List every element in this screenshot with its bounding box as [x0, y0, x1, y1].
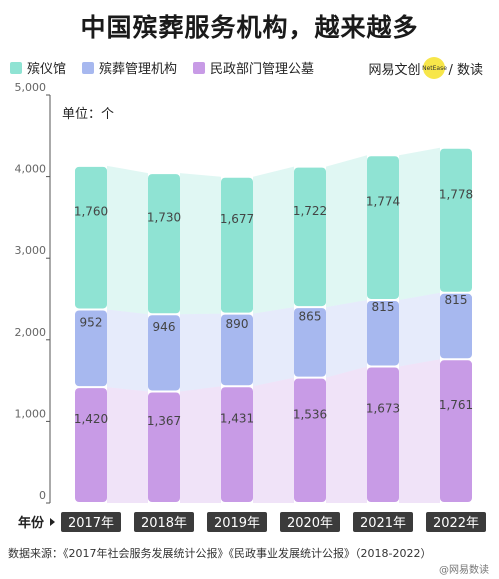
unit-label: 单位：个: [62, 107, 114, 122]
connector-band: [180, 313, 221, 392]
x-axis-label: 年份: [18, 515, 45, 531]
category-tag-bg: [207, 512, 267, 532]
connector-band: [253, 166, 294, 314]
connector-band: [107, 165, 148, 315]
x-tick-label: 2017年: [68, 516, 114, 531]
bar-segment: [221, 387, 253, 502]
legend-swatch-funeral-home: [10, 61, 22, 74]
connector-band: [326, 366, 367, 503]
connector-band: [107, 387, 148, 503]
connector-band: [399, 147, 440, 300]
y-tick-label: 3,000: [15, 244, 47, 257]
data-label: 946: [153, 320, 176, 334]
legend-swatch-management: [82, 61, 95, 74]
legend-item-cemetery: 民政部门管理公墓: [193, 58, 314, 77]
data-label: 1,774: [366, 195, 400, 209]
bar-segment: [75, 310, 107, 387]
brand-right: / 数读: [448, 62, 483, 78]
connector-band: [253, 307, 294, 387]
x-tick-label: 2019年: [214, 516, 260, 531]
category-tag-bg: [426, 512, 486, 532]
data-label: 815: [372, 300, 395, 314]
data-label: 1,420: [74, 412, 108, 426]
bar-segment: [148, 392, 180, 502]
data-label: 1,536: [293, 407, 327, 421]
bar-segment: [440, 148, 472, 292]
chart-title: 中国殡葬服务机构，越来越多: [80, 13, 419, 42]
bar-segment: [148, 174, 180, 314]
data-label: 952: [80, 315, 103, 329]
data-label: 1,722: [293, 204, 327, 218]
data-label: 815: [445, 293, 468, 307]
data-label: 890: [226, 317, 249, 331]
bar-segment: [75, 166, 107, 309]
bar-segment: [221, 177, 253, 313]
bar-segment: [294, 167, 326, 307]
bar-segment: [367, 367, 399, 502]
bar-segment: [294, 378, 326, 502]
bar-segment: [148, 315, 180, 391]
x-tick-label: 2020年: [287, 516, 333, 531]
data-source: 数据来源：《2017年社会服务发展统计公报》《民政事业发展统计公报》（2018-…: [8, 547, 432, 560]
brand-left: 网易文创: [368, 62, 421, 78]
category-tag-bg: [353, 512, 413, 532]
data-label: 1,760: [74, 205, 108, 219]
legend-item-management: 殡葬管理机构: [82, 58, 177, 77]
x-tick-label: 2022年: [433, 516, 479, 531]
brand-badge-icon: NetEase: [422, 57, 447, 79]
y-tick-label: 4,000: [15, 163, 47, 176]
bar-segment: [440, 360, 472, 502]
connector-band: [180, 173, 221, 315]
data-label: 1,431: [220, 412, 254, 426]
data-label: 1,673: [366, 402, 400, 416]
connector-band: [107, 309, 148, 392]
legend-swatch-cemetery: [193, 61, 206, 74]
legend-label-cemetery: 民政部门管理公墓: [210, 62, 315, 77]
category-tag-bg: [61, 512, 121, 532]
connector-band: [399, 359, 440, 503]
connector-band: [253, 377, 294, 503]
brand-logo: 网易文创 NetEase / 数读: [368, 57, 483, 79]
bar-segment: [367, 300, 399, 366]
y-tick-label: 2,000: [15, 326, 47, 339]
x-tick-label: 2021年: [360, 516, 406, 531]
stacked-bar-chart: 0 1,000 2,000 3,000 4,000 5,000 单位：个 1,420 952 1,…: [15, 81, 486, 532]
legend-item-funeral-home: 殡仪馆: [10, 58, 66, 77]
category-tag-bg: [280, 512, 340, 532]
watermark: @网易数读: [439, 565, 489, 576]
y-tick-label: 0: [39, 489, 46, 502]
bar-segment: [75, 388, 107, 502]
data-label: 1,761: [439, 398, 473, 412]
data-label: 1,677: [220, 212, 254, 226]
legend-label-management: 殡葬管理机构: [99, 62, 178, 77]
data-label: 1,778: [439, 187, 473, 201]
data-label: 865: [299, 309, 322, 323]
data-label: 1,730: [147, 211, 181, 225]
bar-segment: [294, 308, 326, 377]
connector-band: [326, 299, 367, 378]
connector-band: [326, 155, 367, 308]
bar-segment: [221, 314, 253, 386]
y-tick-label: 5,000: [15, 81, 47, 94]
connector-band: [399, 292, 440, 367]
legend: 殡仪馆 殡葬管理机构 民政部门管理公墓: [10, 58, 330, 77]
connector-band: [180, 386, 221, 503]
x-axis-arrow-icon: [50, 518, 55, 526]
data-label: 1,367: [147, 414, 181, 428]
bar-segment: [440, 293, 472, 359]
legend-label-funeral-home: 殡仪馆: [27, 62, 67, 77]
x-tick-label: 2018年: [141, 516, 187, 531]
y-tick-label: 1,000: [15, 407, 47, 420]
category-tag-bg: [134, 512, 194, 532]
bar-segment: [367, 156, 399, 299]
